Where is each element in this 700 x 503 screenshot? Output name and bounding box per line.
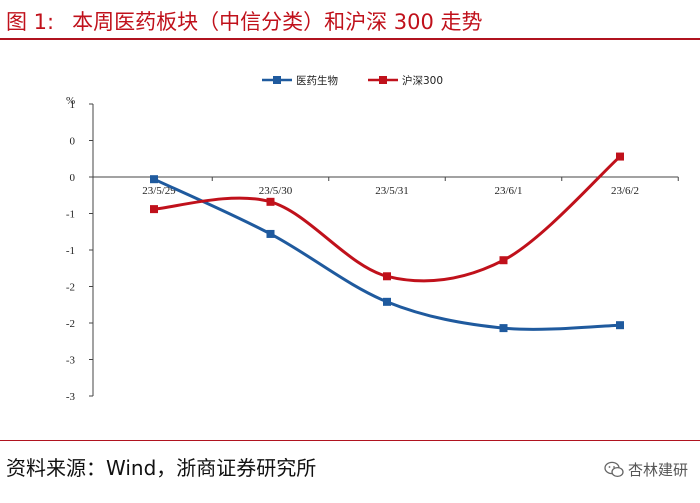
x-tick-label: 23/5/30 xyxy=(259,185,293,197)
y-tick-label: 1 xyxy=(70,99,76,111)
y-tick-label: -2 xyxy=(66,318,75,330)
legend-label: 医药生物 xyxy=(296,74,338,87)
figure-title: 图 1: 本周医药板块（中信分类）和沪深 300 走势 xyxy=(6,6,501,36)
x-tick-label: 23/6/1 xyxy=(494,185,522,197)
y-axis-label: % xyxy=(66,95,75,107)
title-rule xyxy=(0,38,700,40)
data-point xyxy=(499,324,508,333)
y-tick-label: -1 xyxy=(66,245,75,257)
y-tick-label: -2 xyxy=(66,282,75,294)
data-point xyxy=(150,175,158,184)
source-rule xyxy=(0,440,700,441)
y-tick-label: 0 xyxy=(70,136,76,148)
legend-marker xyxy=(273,76,281,84)
watermark: 杏林建研 xyxy=(604,459,688,480)
y-tick-label: 0 xyxy=(70,172,76,184)
source-note: 资料来源：Wind，浙商证券研究所 xyxy=(6,456,317,480)
line-chart: 1 0 0 -1 -1 -2 -2 -3 -3% 23/5/29 23/5/30 23/5/31 23/… xyxy=(66,74,679,403)
data-point xyxy=(150,205,158,214)
watermark-text: 杏林建研 xyxy=(627,461,688,479)
data-point xyxy=(383,272,391,281)
data-point xyxy=(266,197,275,206)
series-line-1 xyxy=(153,177,621,331)
data-point xyxy=(266,229,275,238)
legend-marker xyxy=(379,76,387,84)
figure-label: 图 1: xyxy=(6,10,55,34)
data-point xyxy=(383,297,391,306)
x-tick-label: 23/6/2 xyxy=(611,185,639,197)
legend-label: 沪深300 xyxy=(402,74,443,87)
data-point xyxy=(499,256,508,265)
y-tick-label: -1 xyxy=(66,209,75,221)
x-tick-label: 23/5/31 xyxy=(375,185,409,197)
figure-title-text: 本周医药板块（中信分类）和沪深 300 走势 xyxy=(72,10,483,34)
data-point xyxy=(616,321,624,330)
series-line-2 xyxy=(153,155,621,283)
y-tick-label: -3 xyxy=(66,391,76,403)
wechat-icon xyxy=(604,461,624,478)
x-tick-label: 23/5/29 xyxy=(142,185,176,197)
data-point xyxy=(616,152,624,161)
y-tick-label: -3 xyxy=(66,355,76,367)
